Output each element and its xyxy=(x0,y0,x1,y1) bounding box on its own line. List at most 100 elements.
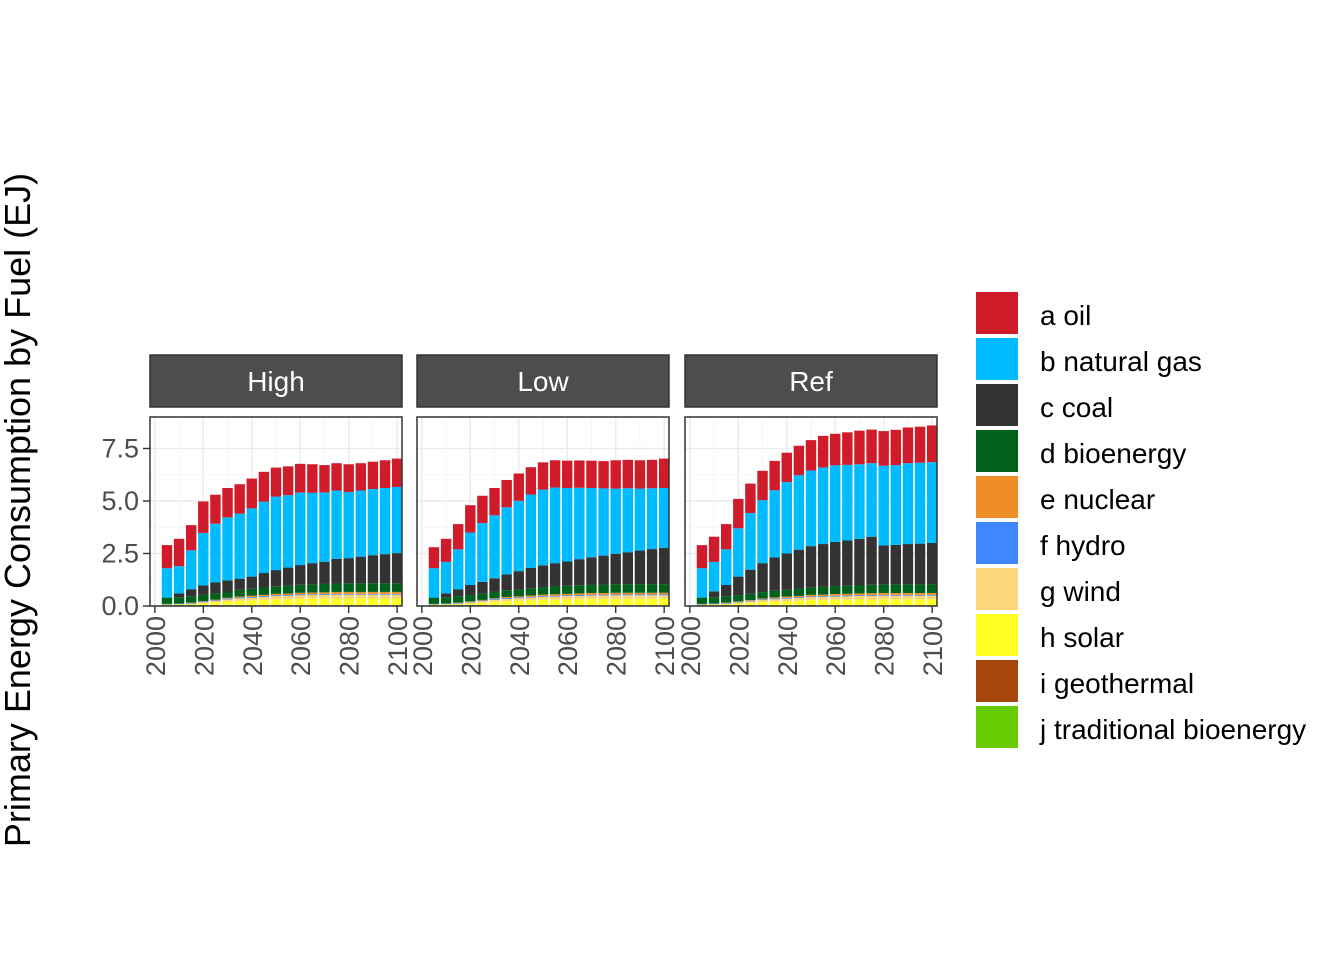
bar-segment-g xyxy=(453,603,463,604)
bar-segment-h xyxy=(842,600,852,605)
bar-segment-c xyxy=(635,551,645,585)
bar-segment-b xyxy=(721,549,731,585)
bar-segment-c xyxy=(368,555,378,583)
bar-segment-h xyxy=(927,599,937,605)
bar-segment-c xyxy=(709,591,719,597)
bar-segment-g xyxy=(745,601,755,602)
bar-segment-f xyxy=(903,595,913,596)
bar-segment-b xyxy=(259,502,269,573)
legend-item: j traditional bioenergy xyxy=(976,706,1306,748)
bar-segment-a xyxy=(356,463,366,490)
bar-segment-c xyxy=(806,546,816,587)
bar-segment-d xyxy=(162,598,172,604)
bar-segment-e xyxy=(234,597,244,598)
bar-segment-f xyxy=(927,595,937,596)
bar-segment-b xyxy=(709,562,719,591)
bar-segment-h xyxy=(818,600,828,605)
bar-segment-g xyxy=(623,595,633,599)
bar-segment-a xyxy=(769,461,779,490)
bar-segment-g xyxy=(538,597,548,600)
bar-segment-b xyxy=(453,549,463,589)
bar-segment-h xyxy=(806,600,816,605)
bar-segment-d xyxy=(586,585,596,593)
bar-segment-c xyxy=(186,589,196,596)
bar-segment-a xyxy=(392,459,402,487)
bar-segment-g xyxy=(501,599,511,601)
bar-segment-d xyxy=(538,587,548,595)
bar-segment-g xyxy=(598,596,608,600)
bar-segment-f xyxy=(295,594,305,595)
bar-segment-a xyxy=(647,460,657,488)
bar-segment-a xyxy=(271,468,281,497)
bar-segment-b xyxy=(501,507,511,574)
bar-segment-d xyxy=(465,595,475,601)
bar-segment-a xyxy=(210,495,220,524)
bar-segment-c xyxy=(489,578,499,592)
bar-segment-b xyxy=(174,566,184,593)
bar-segment-h xyxy=(574,599,584,605)
x-tick-label: 2040 xyxy=(773,616,803,676)
legend-label: f hydro xyxy=(1040,530,1126,561)
legend-item: g wind xyxy=(976,568,1121,610)
bar-segment-d xyxy=(453,596,463,602)
bar-segment-f xyxy=(392,594,402,595)
bar-segment-g xyxy=(477,601,487,602)
bar-segment-e xyxy=(574,593,584,595)
bar-segment-g xyxy=(818,597,828,600)
bar-segment-f xyxy=(210,600,220,601)
bar-segment-f xyxy=(562,595,572,596)
bar-segment-d xyxy=(247,589,257,596)
bar-segment-c xyxy=(392,553,402,583)
bar-segment-c xyxy=(915,544,925,585)
bar-segment-b xyxy=(635,489,645,551)
bar-segment-d xyxy=(501,590,511,597)
bar-segment-f xyxy=(794,597,804,598)
bar-segment-c xyxy=(745,570,755,594)
bar-segment-e xyxy=(271,594,281,595)
bar-segment-e xyxy=(866,593,876,595)
bar-segment-e xyxy=(794,596,804,597)
bar-segment-f xyxy=(659,594,669,595)
bar-segment-a xyxy=(635,460,645,488)
bar-segment-b xyxy=(441,562,451,594)
bar-segment-d xyxy=(562,586,572,594)
bar-segment-a xyxy=(854,431,864,465)
bar-segment-b xyxy=(247,508,257,576)
bar-segment-h xyxy=(368,598,378,605)
bar-segment-c xyxy=(562,561,572,585)
bar-segment-c xyxy=(465,585,475,595)
bar-segment-h xyxy=(647,599,657,605)
bar-segment-a xyxy=(574,460,584,487)
bar-segment-b xyxy=(392,487,402,553)
bar-segment-e xyxy=(489,598,499,599)
bar-segment-f xyxy=(526,597,536,598)
bar-segment-c xyxy=(782,554,792,590)
bar-segment-d xyxy=(927,584,937,593)
bar-segment-f xyxy=(891,595,901,596)
bar-segment-d xyxy=(222,592,232,598)
bar-segment-a xyxy=(697,545,707,568)
bar-segment-b xyxy=(586,488,596,557)
bar-segment-h xyxy=(915,599,925,605)
bar-segment-a xyxy=(501,480,511,507)
bar-segment-c xyxy=(927,543,937,584)
legend-item: f hydro xyxy=(976,522,1126,564)
bar-segment-e xyxy=(295,593,305,595)
bar-segment-c xyxy=(659,548,669,584)
bar-segment-b xyxy=(782,482,792,553)
bar-segment-f xyxy=(598,595,608,596)
legend-label: i geothermal xyxy=(1040,668,1194,699)
bar-segment-h xyxy=(586,599,596,605)
bar-segment-b xyxy=(769,490,779,557)
bar-segment-c xyxy=(283,568,293,586)
bar-segment-a xyxy=(198,501,208,533)
bar-segment-f xyxy=(343,594,353,595)
bar-segment-d xyxy=(757,592,767,598)
bar-segment-c xyxy=(574,559,584,585)
x-tick-label: 2080 xyxy=(870,616,900,676)
bar-segment-c xyxy=(526,568,536,588)
bar-segment-a xyxy=(247,479,257,509)
bar-segment-a xyxy=(234,484,244,513)
bar-segment-g xyxy=(489,600,499,602)
bar-segment-a xyxy=(453,524,463,549)
